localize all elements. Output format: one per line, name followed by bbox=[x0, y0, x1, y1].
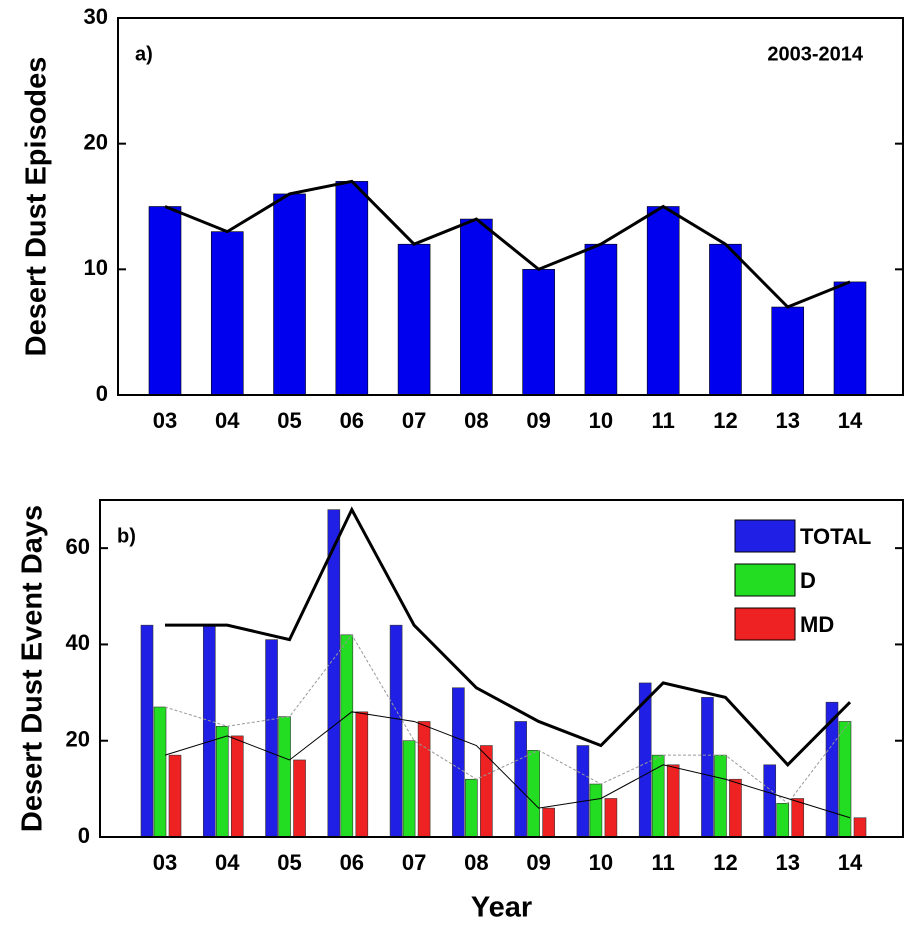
x-tick-label: 09 bbox=[526, 408, 550, 433]
x-tick-label: 03 bbox=[153, 408, 177, 433]
bar bbox=[714, 754, 727, 838]
values-line bbox=[164, 179, 851, 309]
y-axis-title: Desert Dust Episodes bbox=[21, 57, 53, 357]
bar bbox=[542, 807, 555, 838]
bar bbox=[210, 231, 244, 396]
series-line bbox=[164, 633, 851, 805]
x-tick-label: 07 bbox=[402, 408, 426, 433]
y-tick-label: 40 bbox=[66, 630, 90, 655]
bar bbox=[293, 759, 306, 838]
x-tick-label: 14 bbox=[838, 850, 863, 875]
legend-label: MD bbox=[800, 612, 834, 637]
bar bbox=[701, 697, 714, 838]
panel-label: a) bbox=[135, 43, 153, 65]
y-tick-label: 60 bbox=[66, 534, 90, 559]
annotation: 2003-2014 bbox=[767, 43, 864, 65]
bar bbox=[838, 721, 852, 838]
bar bbox=[791, 798, 805, 838]
bar bbox=[729, 778, 742, 838]
bar bbox=[604, 798, 618, 838]
x-tick-label: 04 bbox=[215, 850, 240, 875]
bar bbox=[584, 243, 618, 396]
x-tick-label: 05 bbox=[277, 850, 301, 875]
x-tick-label: 13 bbox=[775, 850, 799, 875]
bar bbox=[709, 243, 742, 396]
x-tick-label: 05 bbox=[277, 408, 301, 433]
bar bbox=[230, 735, 244, 838]
x-tick-label: 06 bbox=[340, 850, 364, 875]
x-tick-label: 06 bbox=[340, 408, 364, 433]
bar bbox=[589, 783, 603, 838]
legend-swatch bbox=[734, 607, 796, 641]
plot-frame bbox=[99, 499, 904, 838]
bar bbox=[776, 802, 790, 838]
x-tick-label: 10 bbox=[589, 408, 613, 433]
bar bbox=[355, 711, 369, 838]
bar bbox=[465, 778, 478, 838]
y-tick-label: 0 bbox=[78, 823, 90, 848]
x-tick-label: 10 bbox=[589, 850, 613, 875]
bar bbox=[417, 721, 431, 838]
series-line bbox=[165, 506, 852, 767]
bar bbox=[514, 721, 527, 838]
x-tick-label: 07 bbox=[402, 850, 426, 875]
bar bbox=[527, 750, 540, 838]
bar bbox=[522, 269, 555, 396]
x-tick-label: 08 bbox=[464, 850, 488, 875]
y-tick-label: 20 bbox=[84, 129, 108, 154]
bar bbox=[389, 624, 403, 838]
bar bbox=[576, 745, 590, 838]
bar bbox=[265, 639, 278, 838]
series-line bbox=[164, 711, 851, 819]
x-tick-label: 11 bbox=[652, 850, 675, 875]
panel-label: b) bbox=[117, 525, 136, 547]
x-tick-label: 03 bbox=[153, 850, 177, 875]
bar bbox=[273, 193, 306, 396]
y-tick-label: 10 bbox=[84, 255, 108, 280]
y-axis-title: Desert Dust Event Days bbox=[17, 505, 49, 832]
bar bbox=[397, 243, 431, 396]
x-tick-label: 14 bbox=[838, 408, 863, 433]
x-tick-label: 12 bbox=[713, 850, 737, 875]
bar bbox=[853, 817, 867, 838]
x-tick-label: 04 bbox=[215, 408, 240, 433]
plot-frame bbox=[117, 17, 904, 396]
bar bbox=[340, 634, 354, 838]
bar bbox=[215, 725, 229, 838]
bar bbox=[148, 206, 182, 396]
legend-swatch bbox=[734, 519, 796, 553]
x-tick-label: 09 bbox=[526, 850, 550, 875]
bar bbox=[763, 764, 777, 838]
bar bbox=[202, 624, 216, 838]
x-tick-label: 12 bbox=[713, 408, 737, 433]
bar bbox=[140, 624, 154, 838]
bar bbox=[460, 218, 493, 396]
legend-label: D bbox=[800, 568, 816, 593]
bar bbox=[278, 716, 291, 838]
bar bbox=[646, 206, 680, 396]
bar bbox=[153, 706, 167, 838]
x-tick-label: 13 bbox=[775, 408, 799, 433]
x-axis-title: Year bbox=[471, 892, 532, 924]
legend-swatch bbox=[734, 563, 796, 597]
bar bbox=[335, 181, 369, 396]
y-tick-label: 0 bbox=[96, 381, 108, 406]
bar bbox=[402, 740, 416, 838]
bar bbox=[833, 281, 867, 396]
bar bbox=[168, 754, 182, 838]
y-tick-label: 30 bbox=[84, 4, 108, 29]
x-tick-label: 08 bbox=[464, 408, 488, 433]
x-tick-label: 11 bbox=[652, 408, 675, 433]
bar bbox=[452, 687, 465, 838]
bar bbox=[666, 764, 680, 838]
y-tick-label: 20 bbox=[66, 727, 90, 752]
bar bbox=[771, 306, 805, 396]
legend-label: TOTAL bbox=[800, 524, 871, 549]
